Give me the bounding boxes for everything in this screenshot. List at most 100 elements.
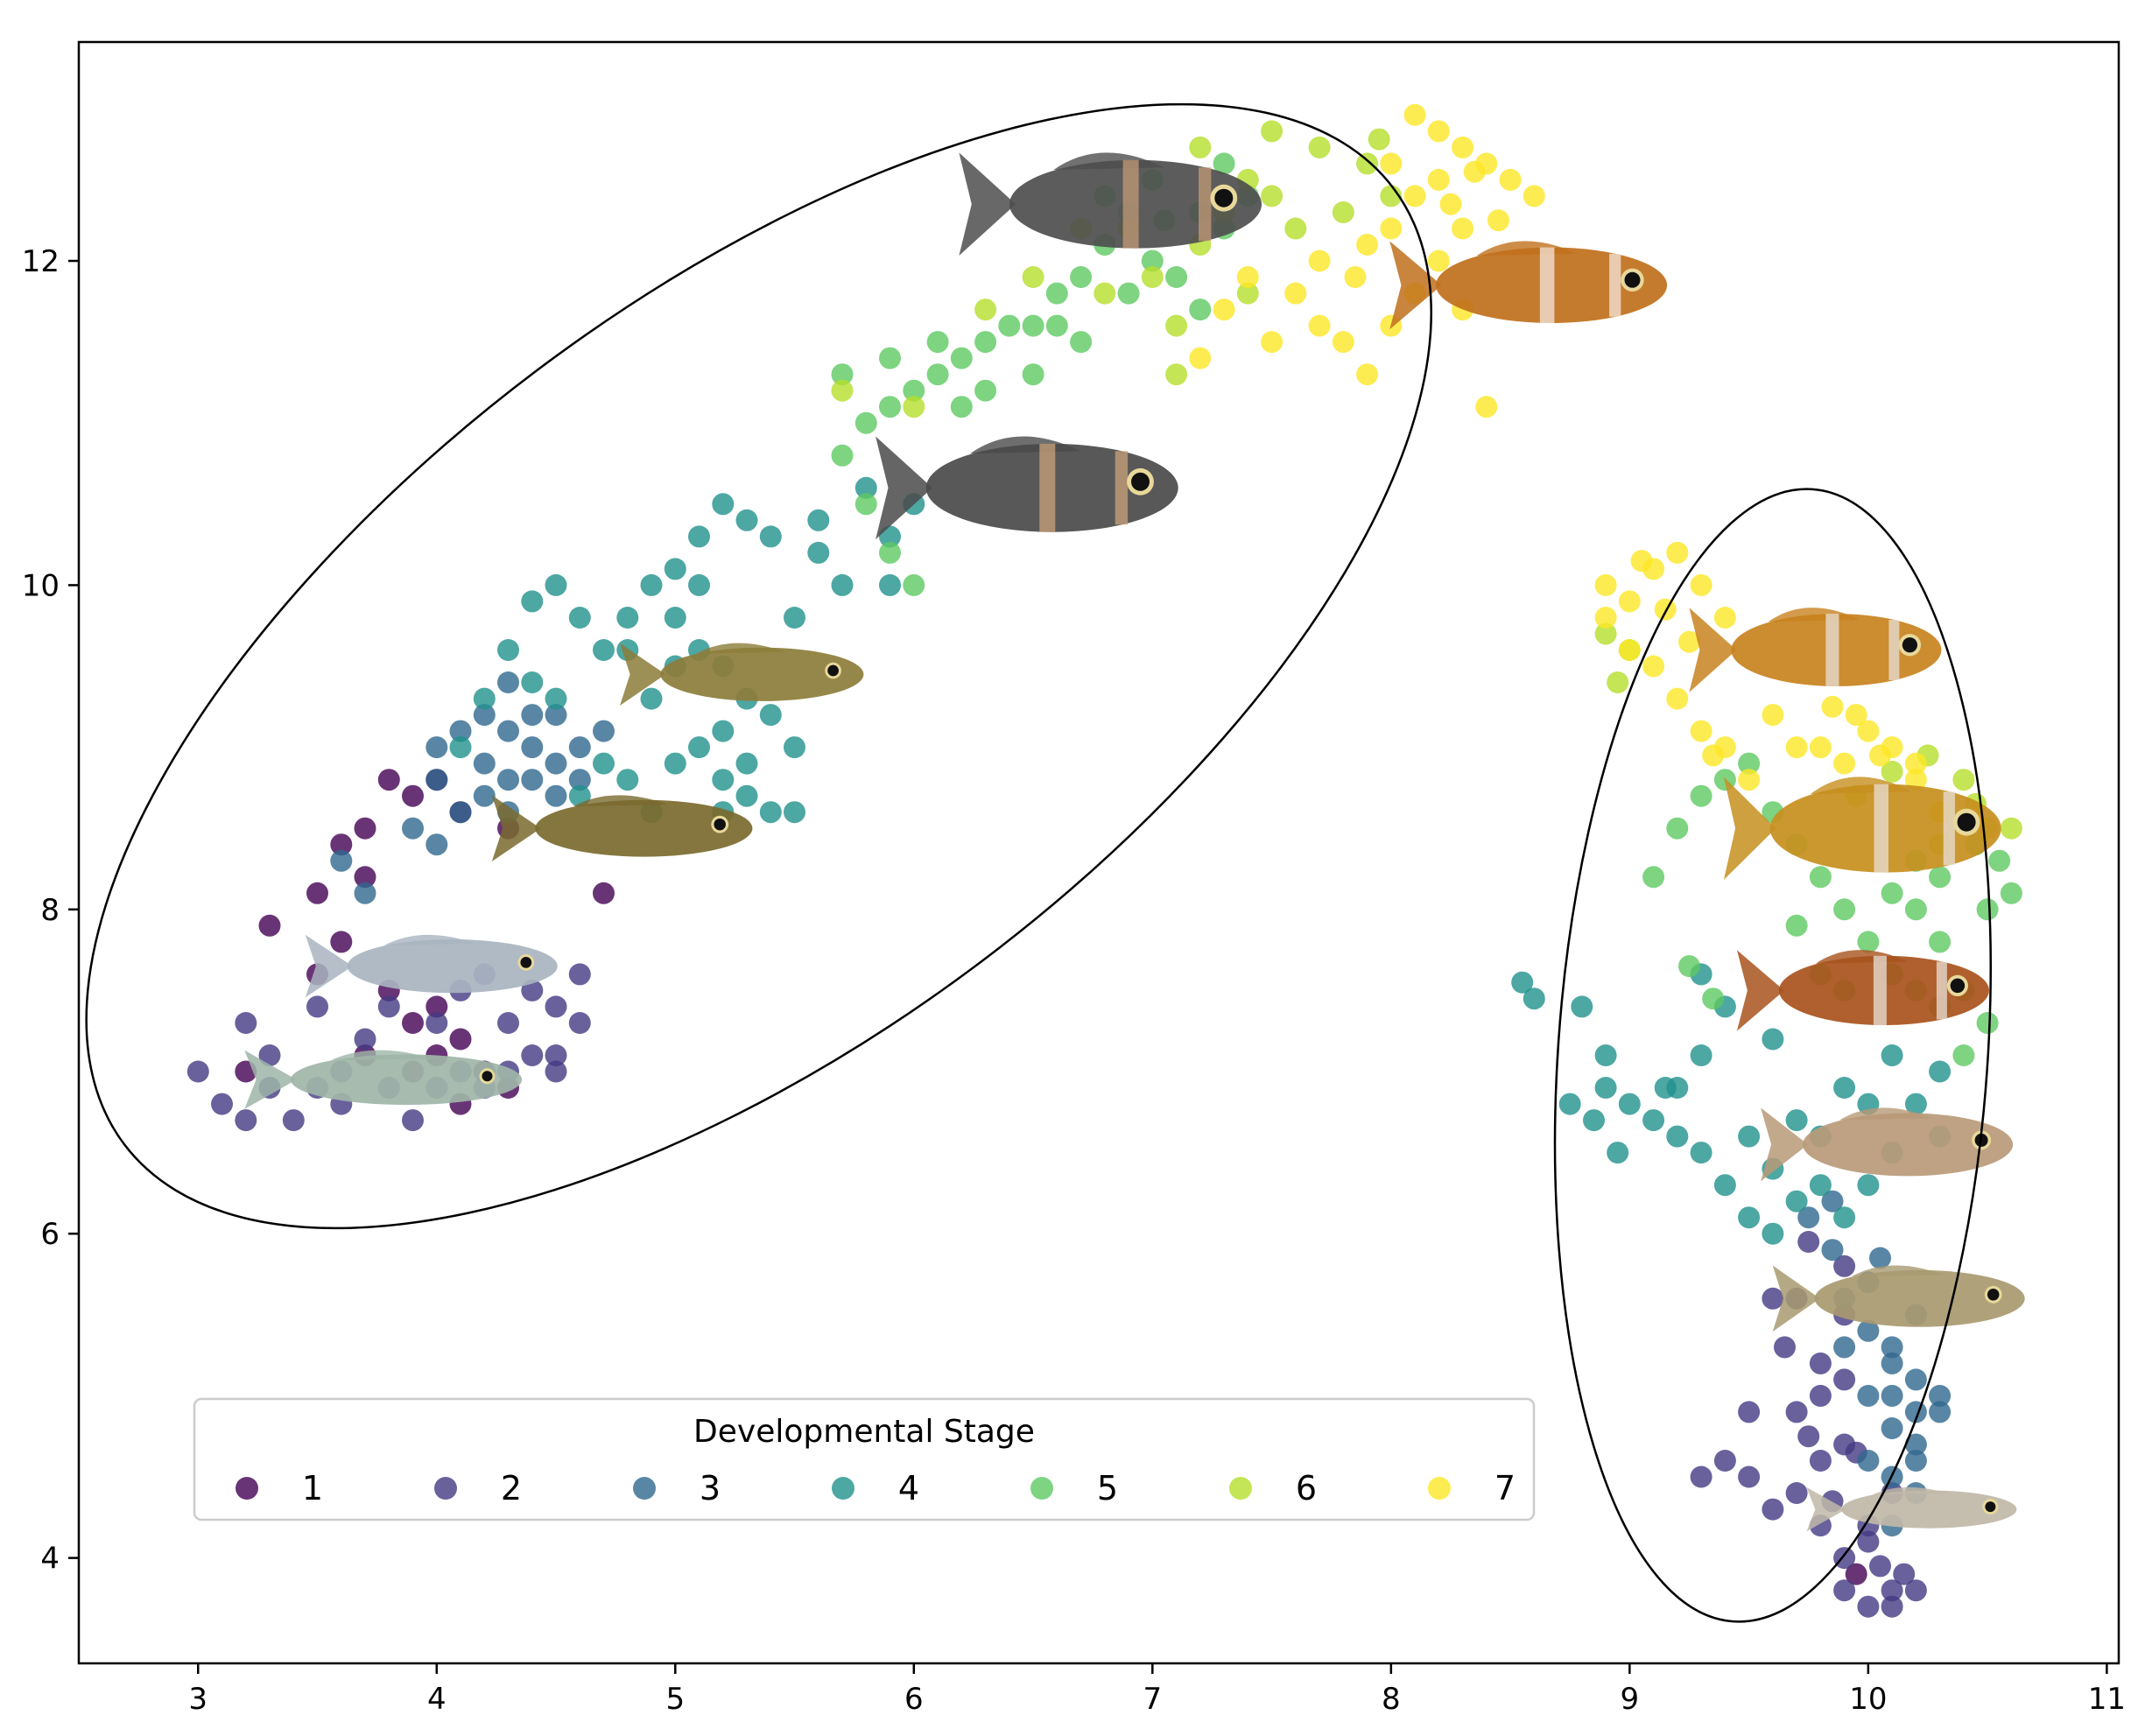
data-point [354,1028,376,1051]
data-point [879,541,901,564]
data-point [1809,1352,1832,1374]
data-point [807,541,830,564]
data-point [1881,1579,1903,1602]
data-point [354,866,376,889]
data-point [712,493,735,516]
legend-entries: 1 2 3 4 5 6 7 [236,1469,1516,1508]
data-point [974,331,997,354]
data-point [545,995,567,1018]
data-point [1630,550,1653,573]
data-point [449,720,472,742]
data-point [1702,987,1725,1010]
data-point [306,882,328,904]
data-point [449,736,472,759]
data-point [1356,363,1379,386]
data-point [1165,314,1188,337]
data-point [1881,1044,1903,1066]
legend-marker-stage-4 [832,1477,854,1500]
data-point [640,687,663,710]
data-point [1904,1450,1927,1472]
data-point [926,331,949,354]
legend-label-stage-4: 4 [898,1469,919,1508]
data-point [1904,1579,1927,1602]
data-point [1213,299,1235,321]
legend-marker-stage-1 [236,1477,258,1500]
data-point [521,769,544,791]
data-point [1666,817,1689,840]
legend-box [193,1397,1536,1522]
fish-right-3-image [1736,950,1989,1031]
data-point [1797,1425,1820,1448]
data-point [473,687,496,710]
data-point [1738,1125,1761,1148]
data-point [235,1109,257,1132]
data-point [1308,314,1331,337]
data-point [1904,1368,1927,1391]
plot-frame [77,40,2120,1665]
data-point [1929,1384,1952,1407]
data-point [497,671,519,693]
data-point [473,752,496,775]
juvenile-stage-7-image [1389,241,1668,330]
data-point [1642,866,1665,889]
data-point [545,573,567,596]
data-point [926,363,949,386]
data-point [497,769,519,791]
y-tick-label: 12 [22,244,60,279]
y-tick-label: 6 [40,1217,60,1252]
legend-label-stage-7: 7 [1494,1469,1516,1508]
data-point [1284,282,1307,305]
data-point [1857,1384,1880,1407]
data-point [545,687,567,710]
data-point [1439,193,1462,215]
data-point [1976,898,1999,921]
data-point [1833,1336,1856,1359]
data-point [1308,136,1331,158]
data-point [950,396,973,418]
x-tick-label: 10 [1849,1682,1887,1717]
data-point [1881,1352,1903,1374]
data-point [2000,882,2022,904]
data-point [1666,1125,1689,1148]
data-point [974,299,997,321]
data-point [1762,1028,1784,1051]
data-point [1857,931,1880,953]
data-point [402,1012,424,1034]
data-point [1523,185,1545,207]
data-point [402,1109,424,1132]
data-point [759,704,782,727]
data-point [1881,1595,1903,1618]
data-point [1189,299,1212,321]
x-tick-label: 8 [1382,1682,1401,1717]
data-point [1929,1060,1952,1083]
data-point [1332,201,1354,223]
data-point [1117,282,1140,305]
data-point [735,784,758,807]
data-point [1929,1401,1952,1423]
data-point [1785,736,1808,759]
data-point [306,995,328,1018]
data-point [425,736,448,759]
data-point [1236,266,1259,288]
data-point [1690,573,1712,596]
data-point [1189,136,1212,158]
data-point [1976,1012,1999,1034]
data-point [784,607,805,629]
data-point [1893,1563,1916,1585]
data-point [1427,168,1450,191]
data-point [211,1093,233,1115]
data-point [950,347,973,369]
data-point [1690,1142,1712,1164]
data-point [1213,152,1235,175]
data-point [497,1012,519,1034]
data-point [1690,784,1712,807]
data-point [568,607,591,629]
data-point [1583,1109,1605,1132]
legend-label-stage-3: 3 [700,1469,721,1508]
data-point [1678,955,1700,978]
data-point [1881,1384,1903,1407]
data-point [1833,1579,1856,1602]
data-point [1666,687,1689,710]
data-point [1690,1044,1712,1066]
legend-label-stage-2: 2 [501,1469,522,1508]
